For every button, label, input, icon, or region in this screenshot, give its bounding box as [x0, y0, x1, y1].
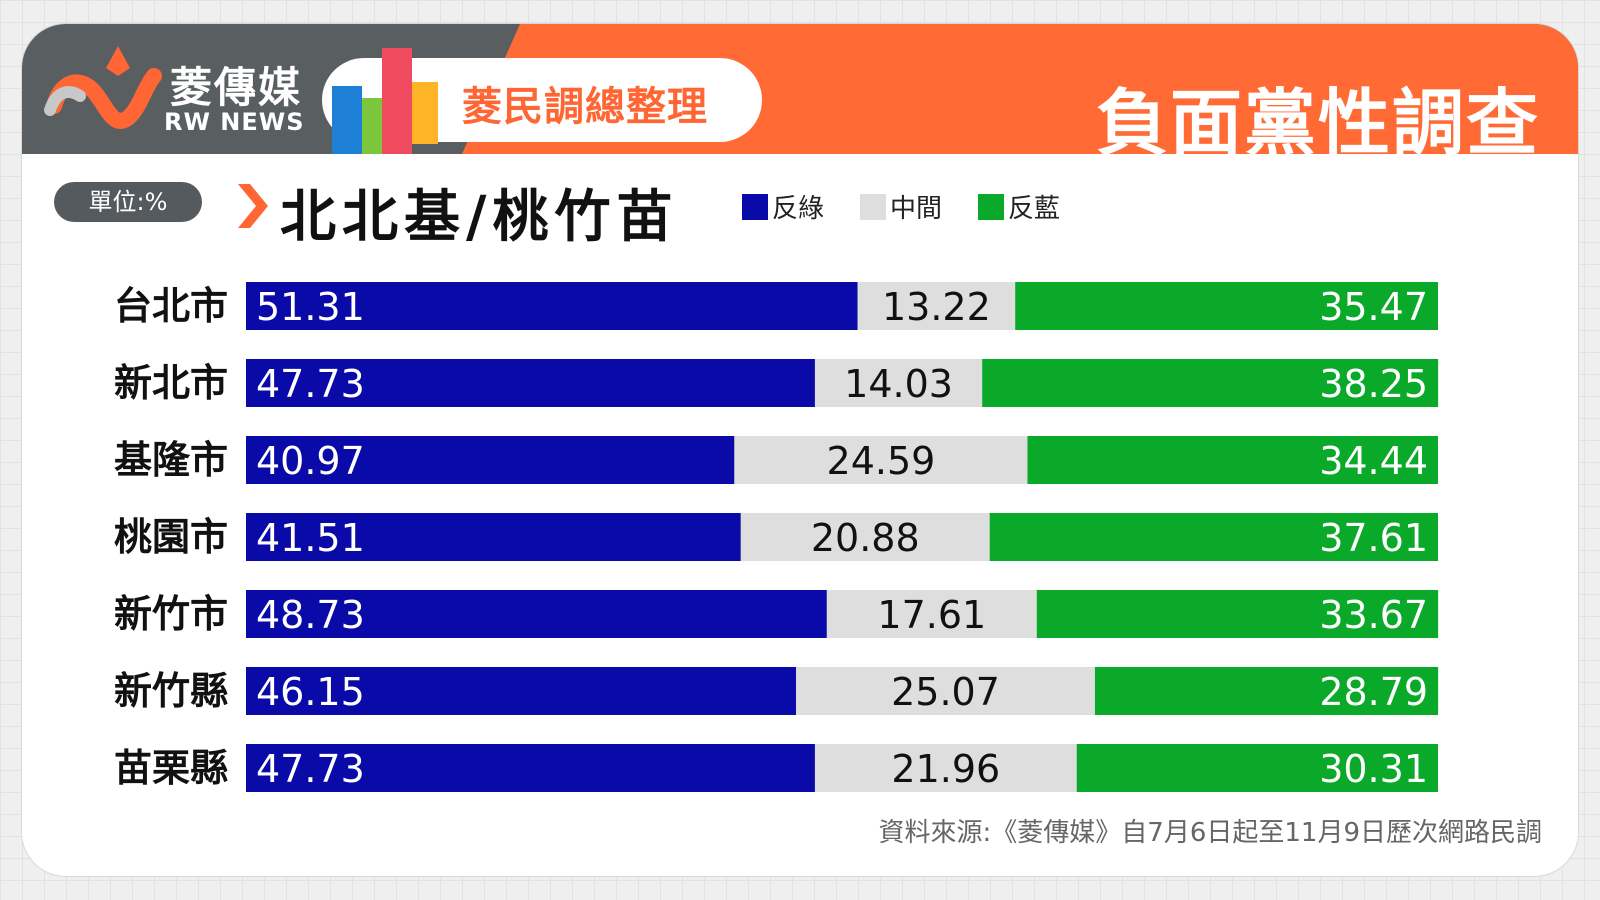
- category-label: 基隆市: [114, 438, 228, 482]
- bar-segment-anti-green: [246, 513, 741, 561]
- value-label-anti-green: 41.51: [256, 516, 365, 560]
- category-label: 新竹縣: [114, 669, 228, 713]
- value-label-anti-blue: 30.31: [1319, 747, 1428, 791]
- value-label-middle: 17.61: [877, 593, 986, 637]
- value-label-anti-blue: 28.79: [1319, 670, 1428, 714]
- bar-segment-anti-blue: [1036, 590, 1439, 638]
- bar-segment-anti-green: [246, 667, 797, 715]
- bar-segment-middle: [796, 667, 1095, 715]
- rw-news-logo-icon: [44, 46, 162, 129]
- value-label-middle: 21.96: [891, 747, 1000, 791]
- chart-legend: 反綠 中間 反藍: [742, 188, 1096, 225]
- value-label-anti-green: 48.73: [256, 593, 365, 637]
- legend-item-middle: 中間: [860, 188, 942, 225]
- value-label-middle: 24.59: [827, 439, 936, 483]
- value-label-anti-green: 47.73: [256, 747, 365, 791]
- bar-segment-anti-green: [246, 744, 815, 792]
- legend-swatch-middle: [860, 193, 887, 220]
- category-label: 新竹市: [114, 592, 228, 636]
- value-label-anti-green: 51.31: [256, 285, 365, 329]
- logo-chinese-name: 菱傳媒: [170, 63, 303, 112]
- unit-badge: 單位:%: [54, 182, 202, 222]
- bar-segment-anti-green: [246, 590, 827, 638]
- bar-segment-anti-blue: [1076, 744, 1438, 792]
- value-label-anti-blue: 35.47: [1319, 285, 1428, 329]
- bar-segment-middle: [814, 359, 983, 407]
- value-label-anti-green: 40.97: [256, 439, 365, 483]
- value-label-middle: 25.07: [891, 670, 1000, 714]
- value-label-middle: 13.22: [882, 285, 991, 329]
- value-label-anti-blue: 38.25: [1319, 362, 1428, 406]
- category-label: 桃園市: [114, 515, 228, 559]
- source-note: 資料來源:《菱傳媒》自7月6日起至11月9日歷次網路民調: [878, 818, 1542, 848]
- region-title: 北北基/桃竹苗: [280, 185, 679, 250]
- bar-segment-anti-green: [246, 436, 735, 484]
- bar-segment-anti-blue: [989, 513, 1438, 561]
- bar-segment-middle: [740, 513, 990, 561]
- bar-segment-middle: [857, 282, 1016, 330]
- infographic-card: 菱傳媒 RW NEWS 菱民調總整理 負面黨性調查 單位:% 北北基/桃竹苗 反…: [22, 24, 1578, 876]
- bar-segment-anti-green: [246, 282, 858, 330]
- legend-label-middle: 中間: [890, 194, 943, 224]
- bar-segment-middle: [814, 744, 1077, 792]
- logo-english-name: RW NEWS: [164, 108, 305, 136]
- stacked-bar-chart: 台北市 51.31 13.22 35.47 新北市 47.73 14.03 38.25 基隆市 4…: [114, 282, 1439, 792]
- legend-item-anti-green: 反綠: [742, 188, 824, 225]
- category-label: 台北市: [114, 284, 228, 328]
- legend-item-anti-blue: 反藍: [978, 188, 1060, 225]
- badge-pill: [322, 48, 762, 154]
- legend-label-anti-green: 反綠: [772, 194, 825, 224]
- bar-segment-anti-blue: [982, 359, 1439, 407]
- header-banner: 菱傳媒 RW NEWS 菱民調總整理 負面黨性調查: [22, 24, 1578, 165]
- legend-label-anti-blue: 反藍: [1008, 194, 1061, 224]
- bar-segment-anti-blue: [1027, 436, 1438, 484]
- bar-segment-middle: [734, 436, 1028, 484]
- chevron-right-icon: [238, 184, 268, 228]
- category-label: 苗栗縣: [114, 746, 228, 790]
- value-label-anti-green: 47.73: [256, 362, 365, 406]
- legend-swatch-anti-green: [742, 193, 768, 220]
- value-label-anti-green: 46.15: [256, 670, 365, 714]
- value-label-anti-blue: 34.44: [1319, 439, 1428, 483]
- value-label-middle: 20.88: [811, 516, 920, 560]
- category-label: 新北市: [114, 361, 228, 405]
- legend-swatch-anti-blue: [978, 193, 1005, 220]
- badge-label: 菱民調總整理: [462, 84, 708, 130]
- value-label-anti-blue: 33.67: [1319, 593, 1428, 637]
- bar-segment-middle: [826, 590, 1037, 638]
- bar-segment-anti-blue: [1015, 282, 1438, 330]
- page-title: 負面黨性調查: [1095, 81, 1540, 165]
- bar-chart-icon: [332, 48, 438, 154]
- value-label-anti-blue: 37.61: [1319, 516, 1428, 560]
- bar-segment-anti-blue: [1094, 667, 1439, 715]
- bar-segment-anti-green: [246, 359, 815, 407]
- value-label-middle: 14.03: [844, 362, 953, 406]
